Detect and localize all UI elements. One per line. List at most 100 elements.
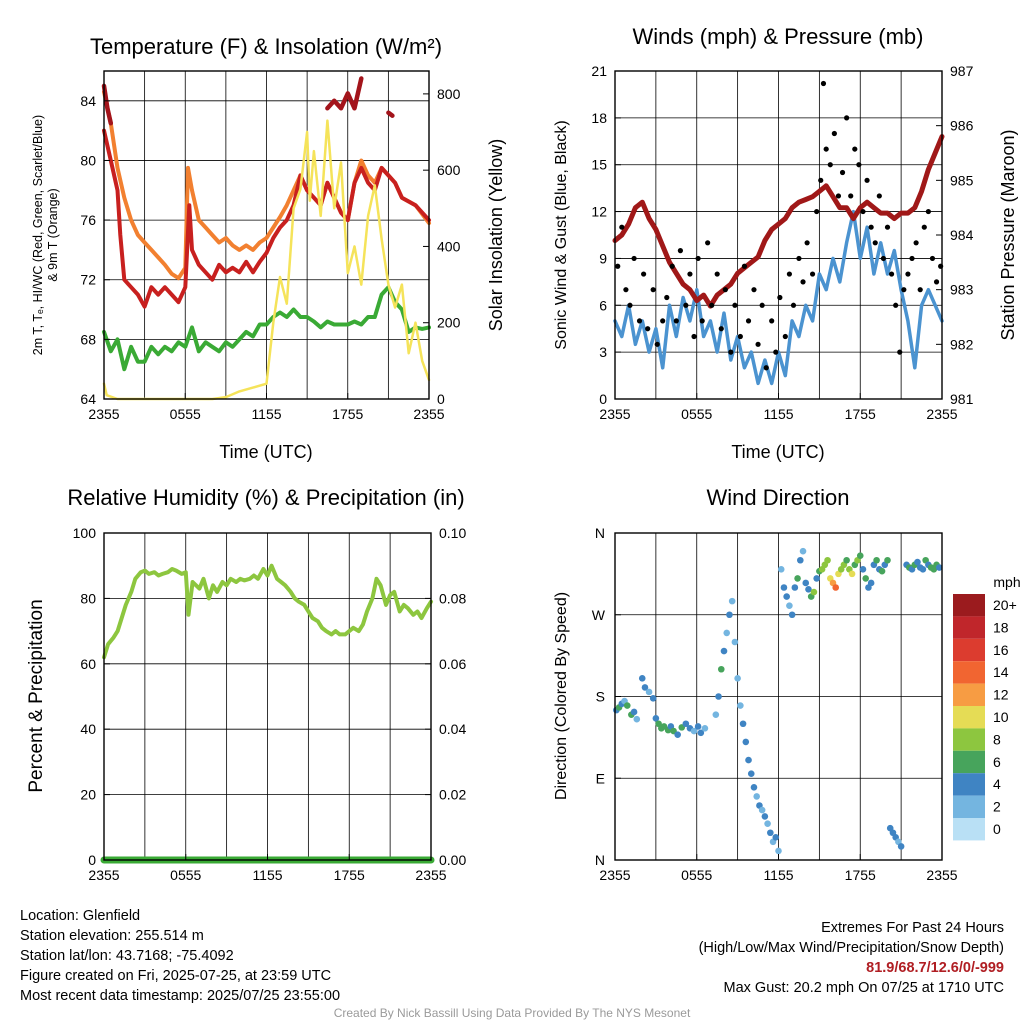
gust-point bbox=[650, 287, 656, 293]
direction-point bbox=[633, 715, 641, 723]
direction-point bbox=[856, 552, 864, 560]
direction-point bbox=[843, 556, 850, 564]
gust-point bbox=[732, 302, 738, 308]
y-tick-label: W bbox=[592, 607, 606, 623]
temperature-panel: Temperature (F) & Insolation (W/m²) 2355… bbox=[31, 34, 506, 462]
gust-point bbox=[835, 193, 842, 199]
heat_index-series-line bbox=[386, 110, 395, 118]
humidity-panel: Relative Humidity (%) & Precipitation (i… bbox=[26, 485, 466, 883]
temperature-xlabel: Time (UTC) bbox=[219, 442, 312, 462]
legend-swatch bbox=[953, 683, 985, 706]
gust-point bbox=[852, 146, 858, 152]
direction-point bbox=[690, 727, 698, 735]
direction-point bbox=[873, 556, 880, 564]
gust-point bbox=[901, 287, 907, 293]
direction-point bbox=[697, 729, 705, 737]
gust-point bbox=[925, 208, 931, 215]
direction-point bbox=[935, 564, 943, 571]
direction-point bbox=[775, 847, 782, 855]
direction-ylabel-left: Direction (Colored By Speed) bbox=[553, 592, 570, 800]
y2-tick-label: 985 bbox=[950, 172, 974, 188]
direction-point bbox=[737, 702, 744, 709]
direction-point bbox=[813, 575, 820, 582]
direction-point bbox=[652, 715, 660, 722]
gust-point bbox=[695, 255, 701, 262]
winds-title: Winds (mph) & Pressure (mb) bbox=[633, 24, 924, 49]
y-tick-label: 40 bbox=[80, 721, 96, 737]
speed-color-legend: 20+ 18 16 14 12 10 8 6 4 2 0 bbox=[953, 594, 1017, 841]
gust-point bbox=[645, 326, 651, 332]
y-tick-label: 76 bbox=[80, 212, 96, 228]
y2-tick-label: 984 bbox=[950, 227, 974, 243]
heat_index-series-line bbox=[101, 83, 114, 126]
gust-point bbox=[737, 333, 743, 340]
temperature-ylabel-right: Solar Insolation (Yellow) bbox=[486, 139, 506, 331]
x-tick-label: 2355 bbox=[88, 406, 119, 422]
max-gust: Max Gust: 20.2 mph On 07/25 at 1710 UTC bbox=[723, 980, 1004, 996]
gust-point bbox=[709, 302, 715, 308]
y2-tick-label: 0.02 bbox=[439, 787, 466, 803]
gust-point bbox=[868, 224, 874, 230]
insolation-series-line bbox=[102, 119, 431, 401]
direction-point bbox=[797, 556, 804, 564]
y-tick-label: S bbox=[596, 689, 605, 705]
gust-point bbox=[714, 271, 720, 277]
direction-point bbox=[645, 688, 653, 696]
legend-swatch bbox=[953, 706, 985, 729]
temperature-ylabel-left-1: 2m T, Tₑ, HI/WC (Red, Green, Scarlet/Blu… bbox=[31, 115, 45, 355]
direction-point bbox=[788, 611, 796, 619]
y2-tick-label: 981 bbox=[950, 391, 974, 407]
direction-point bbox=[780, 584, 788, 591]
gust-point bbox=[905, 271, 911, 277]
extremes-subtitle: (High/Low/Max Wind/Precipitation/Snow De… bbox=[698, 940, 1004, 956]
direction-point bbox=[739, 720, 747, 728]
direction-point bbox=[715, 693, 722, 700]
legend-label: 20+ bbox=[993, 597, 1017, 613]
gust-point bbox=[660, 318, 666, 324]
direction-point bbox=[761, 813, 769, 820]
y-tick-label: 64 bbox=[80, 391, 96, 407]
legend-swatch bbox=[953, 638, 985, 662]
x-tick-label: 1155 bbox=[251, 406, 281, 422]
gust-point bbox=[820, 80, 827, 87]
x-tick-label: 0555 bbox=[170, 867, 201, 883]
x-tick-label: 1755 bbox=[334, 867, 365, 883]
direction-point bbox=[623, 702, 631, 709]
credit-line: Created By Nick Bassill Using Data Provi… bbox=[333, 1006, 691, 1020]
direction-point bbox=[878, 567, 886, 575]
direction-title: Wind Direction bbox=[706, 485, 849, 510]
x-tick-label: 2355 bbox=[415, 867, 446, 883]
direction-point bbox=[701, 724, 709, 732]
gust-point bbox=[615, 263, 621, 269]
gust-point bbox=[897, 349, 903, 355]
gust-point bbox=[745, 318, 752, 324]
y-tick-label: 72 bbox=[80, 272, 96, 288]
gust-point bbox=[664, 294, 670, 301]
gust-point bbox=[818, 177, 824, 183]
direction-point bbox=[742, 738, 750, 746]
x-tick-label: 1755 bbox=[845, 406, 876, 422]
direction-point bbox=[832, 584, 840, 591]
gust-point bbox=[654, 341, 660, 347]
direction-point bbox=[810, 588, 818, 596]
legend-swatch bbox=[953, 773, 985, 796]
direction-point bbox=[767, 829, 774, 837]
x-tick-label: 1755 bbox=[845, 867, 876, 883]
direction-point bbox=[862, 575, 869, 582]
gust-point bbox=[741, 263, 748, 269]
station-latlon: Station lat/lon: 43.7168; -75.4092 bbox=[20, 948, 234, 964]
gust-point bbox=[619, 224, 625, 230]
y2-tick-label: 0.08 bbox=[439, 590, 466, 606]
y2-tick-label: 600 bbox=[437, 162, 461, 178]
x-tick-label: 2355 bbox=[599, 406, 630, 422]
y-tick-label: 15 bbox=[591, 157, 607, 173]
direction-point bbox=[682, 720, 690, 728]
x-tick-label: 0555 bbox=[170, 406, 201, 422]
direction-point bbox=[799, 547, 807, 555]
gust-point bbox=[790, 302, 797, 308]
legend-label: 18 bbox=[993, 619, 1009, 635]
gust-point bbox=[786, 271, 793, 277]
gust-point bbox=[763, 365, 769, 371]
direction-point bbox=[783, 593, 790, 600]
direction-point bbox=[867, 579, 875, 587]
